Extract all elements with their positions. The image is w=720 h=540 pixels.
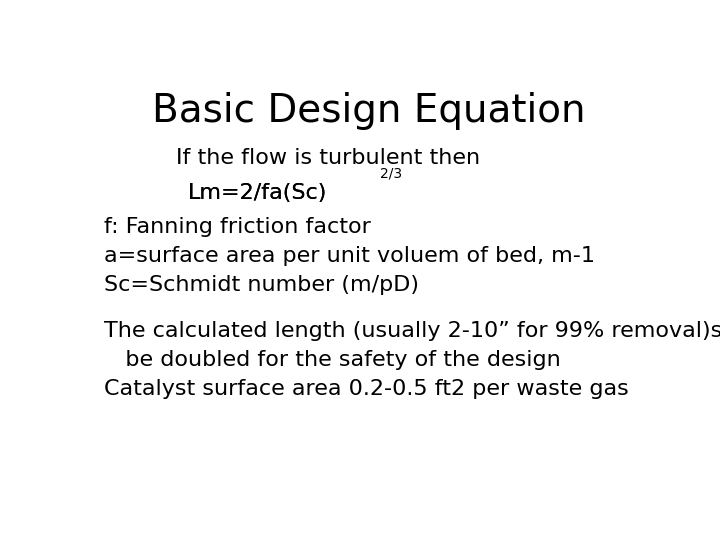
Text: f: Fanning friction factor: f: Fanning friction factor [104, 217, 371, 237]
Text: Catalyst surface area 0.2-0.5 ft2 per waste gas: Catalyst surface area 0.2-0.5 ft2 per wa… [104, 379, 629, 399]
Text: The calculated length (usually 2-10” for 99% removal)should: The calculated length (usually 2-10” for… [104, 321, 720, 341]
Text: be doubled for the safety of the design: be doubled for the safety of the design [104, 349, 561, 369]
Text: a=surface area per unit voluem of bed, m-1: a=surface area per unit voluem of bed, m… [104, 246, 595, 266]
Text: Sc=Schmidt number (m/pD): Sc=Schmidt number (m/pD) [104, 275, 419, 295]
Text: Lm=2/fa(Sc): Lm=2/fa(Sc) [188, 183, 327, 203]
Text: Lm=2/fa(Sc): Lm=2/fa(Sc) [188, 183, 327, 203]
Text: Basic Design Equation: Basic Design Equation [152, 92, 586, 130]
Text: If the flow is turbulent then: If the flow is turbulent then [176, 148, 481, 168]
Text: 2/3: 2/3 [380, 167, 402, 181]
